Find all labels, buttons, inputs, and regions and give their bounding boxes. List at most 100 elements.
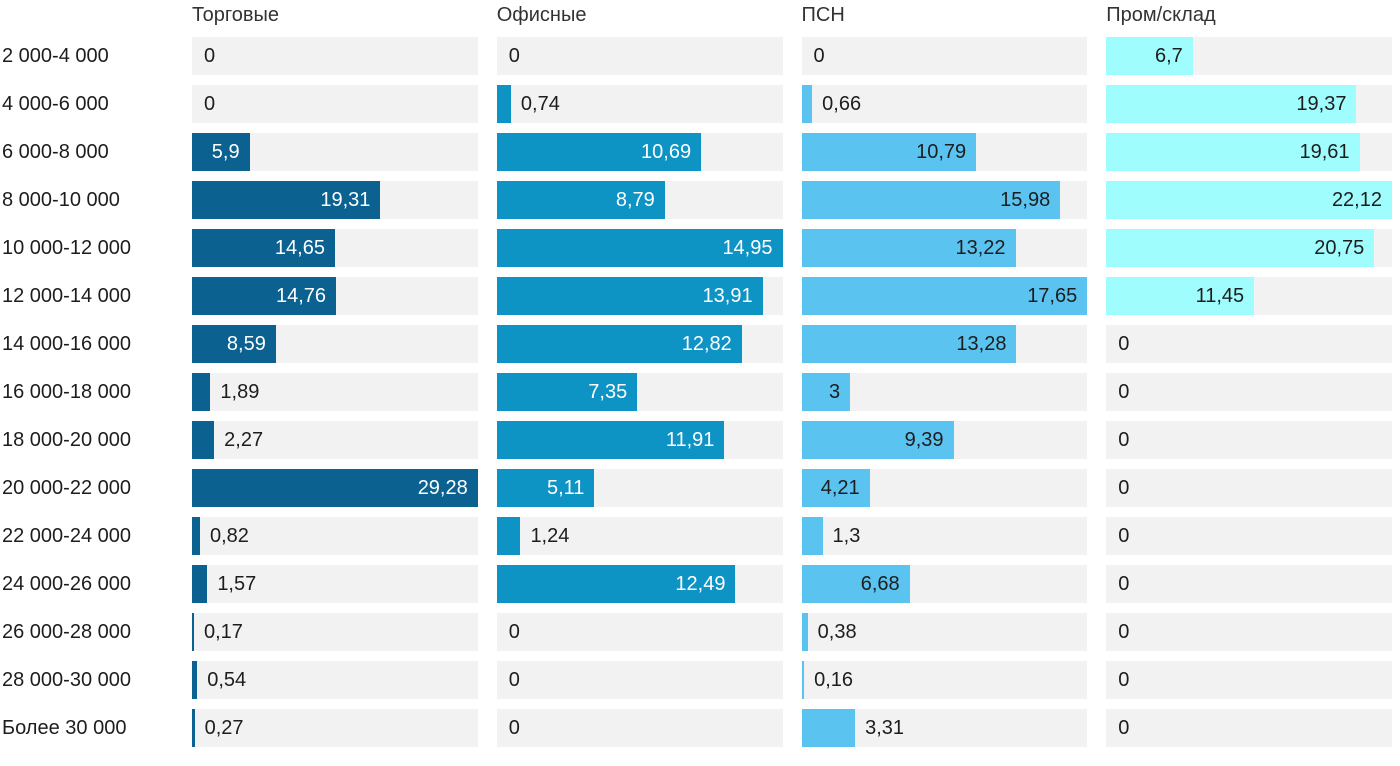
chart-row: 6 000-8 000 5,9 10,69 10,79 19,61 bbox=[2, 133, 1392, 171]
chart-header: Торговые Офисные ПСН Пром/склад bbox=[2, 0, 1392, 37]
bar: 3 bbox=[801, 373, 851, 411]
bar: 8,59 bbox=[192, 325, 276, 363]
chart-row: 14 000-16 000 8,59 12,82 13,28 0 bbox=[2, 325, 1392, 363]
bar-track: 12,82 bbox=[496, 325, 783, 363]
value-label: 12,49 bbox=[675, 573, 726, 595]
bar bbox=[801, 517, 823, 555]
category-label: 12 000-14 000 bbox=[2, 285, 132, 307]
bar: 4,21 bbox=[801, 469, 870, 507]
series-header-ofisnye: Офисные bbox=[496, 4, 587, 26]
bar-track: 3,31 bbox=[801, 709, 1088, 747]
category-label: 6 000-8 000 bbox=[2, 141, 109, 163]
category-label: 10 000-12 000 bbox=[2, 237, 132, 259]
bar-track: 14,95 bbox=[496, 229, 783, 267]
bar bbox=[496, 517, 521, 555]
value-label: 13,28 bbox=[956, 333, 1007, 355]
bar: 17,65 bbox=[801, 277, 1088, 315]
bar-track: 11,45 bbox=[1106, 277, 1392, 315]
value-label: 0 bbox=[1118, 333, 1130, 355]
bar bbox=[192, 565, 208, 603]
value-label: 9,39 bbox=[904, 429, 944, 451]
value-label: 2,27 bbox=[224, 429, 264, 451]
value-label: 1,89 bbox=[220, 381, 260, 403]
bar: 12,49 bbox=[496, 565, 736, 603]
bar-track: 29,28 bbox=[192, 469, 478, 507]
bar-track: 1,24 bbox=[496, 517, 783, 555]
bar-track: 5,9 bbox=[192, 133, 478, 171]
bar-track: 0 bbox=[496, 661, 783, 699]
bar-track: 0,16 bbox=[801, 661, 1088, 699]
bar-track: 5,11 bbox=[496, 469, 783, 507]
bar-track: 9,39 bbox=[801, 421, 1088, 459]
value-label: 10,69 bbox=[641, 141, 692, 163]
bar-track: 10,79 bbox=[801, 133, 1088, 171]
value-label: 11,91 bbox=[665, 429, 715, 451]
bar: 10,69 bbox=[496, 133, 702, 171]
value-label: 17,65 bbox=[1027, 285, 1078, 307]
value-label: 13,22 bbox=[955, 237, 1006, 259]
value-label: 0 bbox=[508, 621, 520, 643]
value-label: 1,57 bbox=[217, 573, 257, 595]
category-label: 8 000-10 000 bbox=[2, 189, 120, 211]
category-label: 14 000-16 000 bbox=[2, 333, 132, 355]
category-label: 22 000-24 000 bbox=[2, 525, 132, 547]
bar: 8,79 bbox=[496, 181, 665, 219]
bar-track: 15,98 bbox=[801, 181, 1088, 219]
category-label: 26 000-28 000 bbox=[2, 621, 132, 643]
bar-track: 0,66 bbox=[801, 85, 1088, 123]
value-label: 0 bbox=[1118, 573, 1130, 595]
bar: 11,91 bbox=[496, 421, 725, 459]
value-label: 13,91 bbox=[702, 285, 753, 307]
bar bbox=[192, 373, 211, 411]
bar: 19,31 bbox=[192, 181, 381, 219]
bar-track: 6,7 bbox=[1106, 37, 1392, 75]
value-label: 0 bbox=[1118, 621, 1130, 643]
chart-row: 22 000-24 000 0,82 1,24 1,3 0 bbox=[2, 517, 1392, 555]
category-label: 20 000-22 000 bbox=[2, 477, 132, 499]
bar bbox=[192, 661, 198, 699]
value-label: 0 bbox=[508, 669, 520, 691]
bar-track: 0,54 bbox=[192, 661, 478, 699]
value-label: 20,75 bbox=[1314, 237, 1365, 259]
bar-track: 0 bbox=[496, 709, 783, 747]
bar-track: 19,37 bbox=[1106, 85, 1392, 123]
bar-track: 0 bbox=[1106, 517, 1392, 555]
value-label: 14,76 bbox=[275, 285, 327, 307]
value-label: 6,68 bbox=[860, 573, 900, 595]
value-label: 5,11 bbox=[546, 477, 585, 499]
split-bar-chart: Торговые Офисные ПСН Пром/склад 2 000-4 … bbox=[2, 0, 1392, 747]
bar bbox=[801, 661, 805, 699]
category-label: 24 000-26 000 bbox=[2, 573, 132, 595]
bar-track: 0 bbox=[1106, 661, 1392, 699]
bar-track: 0 bbox=[1106, 421, 1392, 459]
value-label: 8,79 bbox=[615, 189, 655, 211]
bar-track: 11,91 bbox=[496, 421, 783, 459]
bar: 13,91 bbox=[496, 277, 763, 315]
value-label: 0 bbox=[508, 717, 520, 739]
bar: 5,11 bbox=[496, 469, 595, 507]
bar-track: 0 bbox=[496, 613, 783, 651]
value-label: 0,27 bbox=[204, 717, 244, 739]
bar-track: 14,76 bbox=[192, 277, 478, 315]
chart-row: 20 000-22 000 29,28 5,11 4,21 0 bbox=[2, 469, 1392, 507]
bar-track: 3 bbox=[801, 373, 1088, 411]
bar-track: 22,12 bbox=[1106, 181, 1392, 219]
bar-track: 0 bbox=[1106, 613, 1392, 651]
bar-track: 0 bbox=[496, 37, 783, 75]
value-label: 14,65 bbox=[274, 237, 325, 259]
bar-track: 20,75 bbox=[1106, 229, 1392, 267]
value-label: 12,82 bbox=[681, 333, 732, 355]
bar-track: 0 bbox=[192, 85, 478, 123]
bar: 10,79 bbox=[801, 133, 977, 171]
chart-row: 28 000-30 000 0,54 0 0,16 0 bbox=[2, 661, 1392, 699]
category-label: 28 000-30 000 bbox=[2, 669, 132, 691]
bar: 12,82 bbox=[496, 325, 742, 363]
value-label: 0 bbox=[1118, 525, 1130, 547]
series-header-psn: ПСН bbox=[801, 4, 845, 26]
value-label: 0 bbox=[1118, 717, 1130, 739]
bar: 9,39 bbox=[801, 421, 954, 459]
bar-track: 13,28 bbox=[801, 325, 1088, 363]
bar: 11,45 bbox=[1106, 277, 1255, 315]
bar-track: 14,65 bbox=[192, 229, 478, 267]
value-label: 10,79 bbox=[916, 141, 967, 163]
